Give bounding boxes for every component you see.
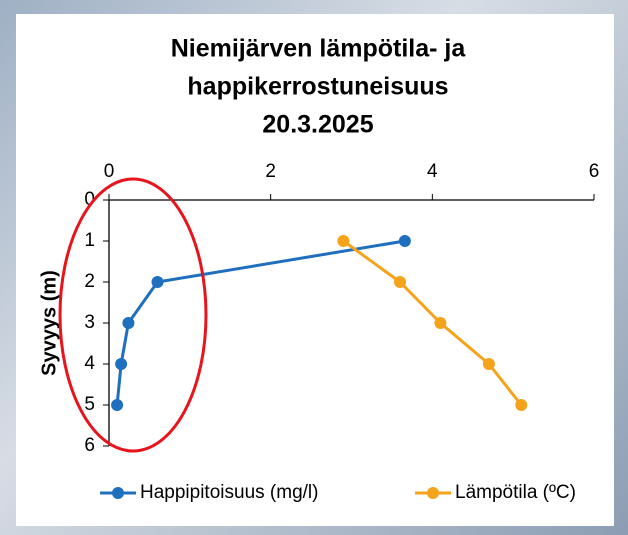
data-point xyxy=(399,235,411,247)
chart: Niemijärven lämpötila- ja happikerrostun… xyxy=(0,0,628,535)
y-tick-label: 2 xyxy=(84,271,95,292)
x-tick-label: 2 xyxy=(265,161,276,182)
y-tick-label: 3 xyxy=(84,312,95,333)
x-tick-label: 0 xyxy=(104,161,115,182)
data-point xyxy=(483,358,495,370)
data-point xyxy=(515,399,527,411)
data-point xyxy=(337,235,349,247)
data-point xyxy=(111,399,123,411)
x-tick-label: 4 xyxy=(427,161,438,182)
legend-label: Lämpötila (ºC) xyxy=(455,482,576,503)
x-tick-label: 6 xyxy=(589,161,600,182)
legend-marker xyxy=(427,487,439,499)
y-tick-label: 6 xyxy=(84,435,95,456)
chart-title: Niemijärven lämpötila- ja xyxy=(171,35,467,63)
data-point xyxy=(434,317,446,329)
y-axis-label: Syvyys (m) xyxy=(38,270,60,376)
data-point xyxy=(115,358,127,370)
y-tick-label: 5 xyxy=(84,394,95,415)
chart-title: 20.3.2025 xyxy=(262,111,373,139)
data-point xyxy=(122,317,134,329)
y-tick-label: 4 xyxy=(84,353,95,374)
data-point xyxy=(152,276,164,288)
chart-title: happikerrostuneisuus xyxy=(187,73,448,101)
legend-marker xyxy=(112,487,124,499)
y-tick-label: 1 xyxy=(84,230,95,251)
legend-label: Happipitoisuus (mg/l) xyxy=(140,482,318,503)
data-point xyxy=(394,276,406,288)
